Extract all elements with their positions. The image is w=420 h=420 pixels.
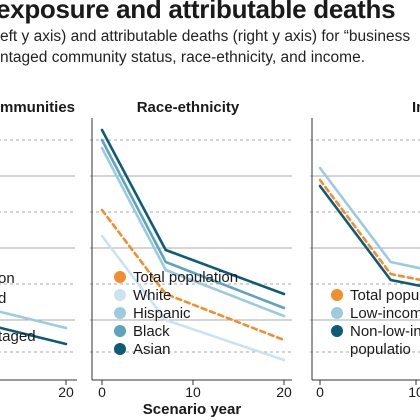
figure-title: exposure and attributable deaths [0,0,396,24]
panel-title: mmunities [0,99,75,116]
subtitle-line-1: eft y axis) and attributable deaths (rig… [0,28,411,45]
series-line-asian [100,128,286,296]
legend-label: Total popul [350,287,420,304]
series-line-low-income [318,166,420,270]
legend-label: Asian [133,341,171,358]
x-tick-label: 0 [98,384,106,400]
legend-marker [331,307,343,319]
legend-label: Total population [133,269,238,286]
legend-label: Low-incom [350,305,420,322]
x-tick-label: 0 [316,384,324,400]
legend-marker [114,289,126,301]
legend-marker [114,325,126,337]
legend-label: d [0,290,6,307]
legend-label: on [0,270,15,287]
subtitle-line-2: ntaged community status, race-ethnicity,… [0,49,365,66]
series-line-black [100,138,286,310]
panel-race-ethnicity: Race-ethnicity 0 10 20 Total populationWhite… [90,99,292,400]
series-line-white [100,234,286,362]
panel-communities: mmunities 20 on d taged [0,99,77,400]
x-tick-label: 10 [185,384,201,400]
x-tick-label: 20 [276,384,292,400]
series-line-non-low-income-population [318,184,420,288]
legend-marker [114,271,126,283]
legend-marker [331,289,343,301]
legend-marker [114,343,126,355]
legend-label: Black [133,323,170,340]
legend-label: Non-low-in [350,323,420,340]
legend-marker [114,307,126,319]
panel-title: Race-ethnicity [137,99,240,116]
legend-label: White [133,287,171,304]
panel-title: Inco [412,99,420,116]
series-line-unnamed [0,326,68,346]
series-line-total-population [318,178,420,282]
x-tick-label: 20 [58,384,74,400]
legend-label: populatio [350,341,411,358]
series-line-hispanic [100,146,286,318]
legend-marker [331,325,343,337]
x-tick-label: 10 [408,384,420,400]
series-line-total-population [100,208,286,342]
panel-income: Inco 0 10 Total populLow-incomNon-low-inpop… [310,99,420,400]
legend-label: taged [0,328,36,345]
figure-subtitle: eft y axis) and attributable deaths (rig… [0,26,420,68]
series-line-unnamed [0,310,68,330]
x-axis-label: Scenario year [143,401,242,418]
legend-label: Hispanic [133,305,191,322]
